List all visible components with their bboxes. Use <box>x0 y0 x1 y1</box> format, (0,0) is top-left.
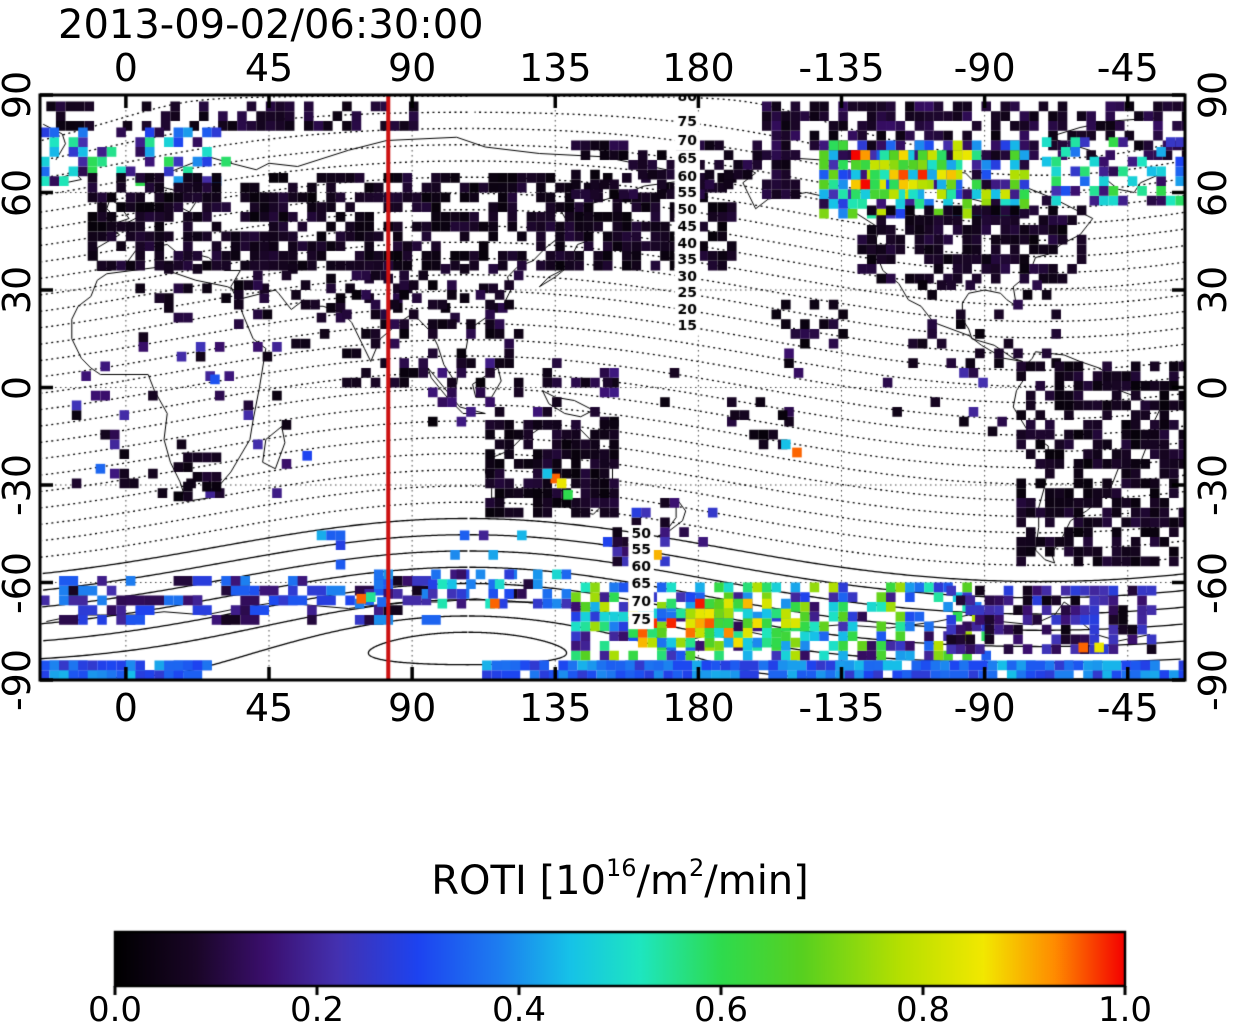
x-axis-tick-label-bottom: -90 <box>953 686 1016 730</box>
colorbar-tick-label: 0.4 <box>491 990 547 1024</box>
y-axis-tick-label-left: 90 <box>0 70 39 120</box>
y-axis-tick-label-right: 30 <box>1191 265 1235 315</box>
x-axis-tick-label-bottom: 90 <box>387 686 437 730</box>
colorbar-title: ROTI [1016/m2/min] <box>0 854 1240 904</box>
x-axis-tick-label-top: -135 <box>798 46 885 90</box>
colorbar-title-suffix: /min] <box>704 858 809 904</box>
y-axis-tick-label-left: 60 <box>0 168 39 217</box>
x-axis-tick-label-bottom: 0 <box>113 686 138 730</box>
colorbar-tick-label: 1.0 <box>1097 990 1153 1024</box>
colorbar-tick-label: 0.2 <box>289 990 345 1024</box>
y-axis-tick-label-right: 60 <box>1191 168 1235 217</box>
colorbar-title-exponent: 16 <box>605 854 637 882</box>
x-axis-tick-label-top: 180 <box>662 46 735 90</box>
y-axis-tick-label-right: -30 <box>1191 453 1235 517</box>
colorbar-tick-label: 0.0 <box>87 990 143 1024</box>
x-axis-tick-label-bottom: -135 <box>798 686 885 730</box>
x-axis-tick-label-top: -90 <box>953 46 1016 90</box>
colorbar-title-prefix: ROTI [10 <box>431 858 606 904</box>
y-axis-tick-label-right: 0 <box>1191 375 1235 400</box>
y-axis-tick-label-left: 30 <box>0 265 39 315</box>
timestamp-title: 2013-09-02/06:30:00 <box>58 2 484 48</box>
x-axis-tick-label-top: 135 <box>518 46 592 90</box>
colorbar-title-mid: /m <box>636 858 689 904</box>
x-axis-tick-label-bottom: 135 <box>518 686 592 730</box>
colorbar-title-exponent2: 2 <box>688 854 705 882</box>
y-axis-tick-label-right: -60 <box>1191 551 1235 614</box>
y-axis-tick-label-right: -90 <box>1191 648 1235 712</box>
x-axis-tick-label-top: 0 <box>113 46 138 90</box>
y-axis-tick-label-right: 90 <box>1191 70 1235 120</box>
y-axis-tick-label-left: -30 <box>0 453 39 517</box>
x-axis-tick-label-bottom: -45 <box>1096 686 1159 730</box>
colorbar-tick-label: 0.8 <box>895 990 951 1024</box>
x-axis-tick-label-top: 45 <box>244 46 294 90</box>
colorbar-tick-label: 0.6 <box>693 990 749 1024</box>
y-axis-tick-label-left: 0 <box>0 375 39 399</box>
x-axis-tick-label-bottom: 45 <box>244 686 294 730</box>
y-axis-tick-label-left: -90 <box>0 648 39 712</box>
x-axis-tick-label-top: 90 <box>387 46 437 90</box>
x-axis-tick-label-bottom: 180 <box>662 686 735 730</box>
x-axis-tick-label-top: -45 <box>1096 46 1159 90</box>
y-axis-tick-label-left: -60 <box>0 551 39 614</box>
